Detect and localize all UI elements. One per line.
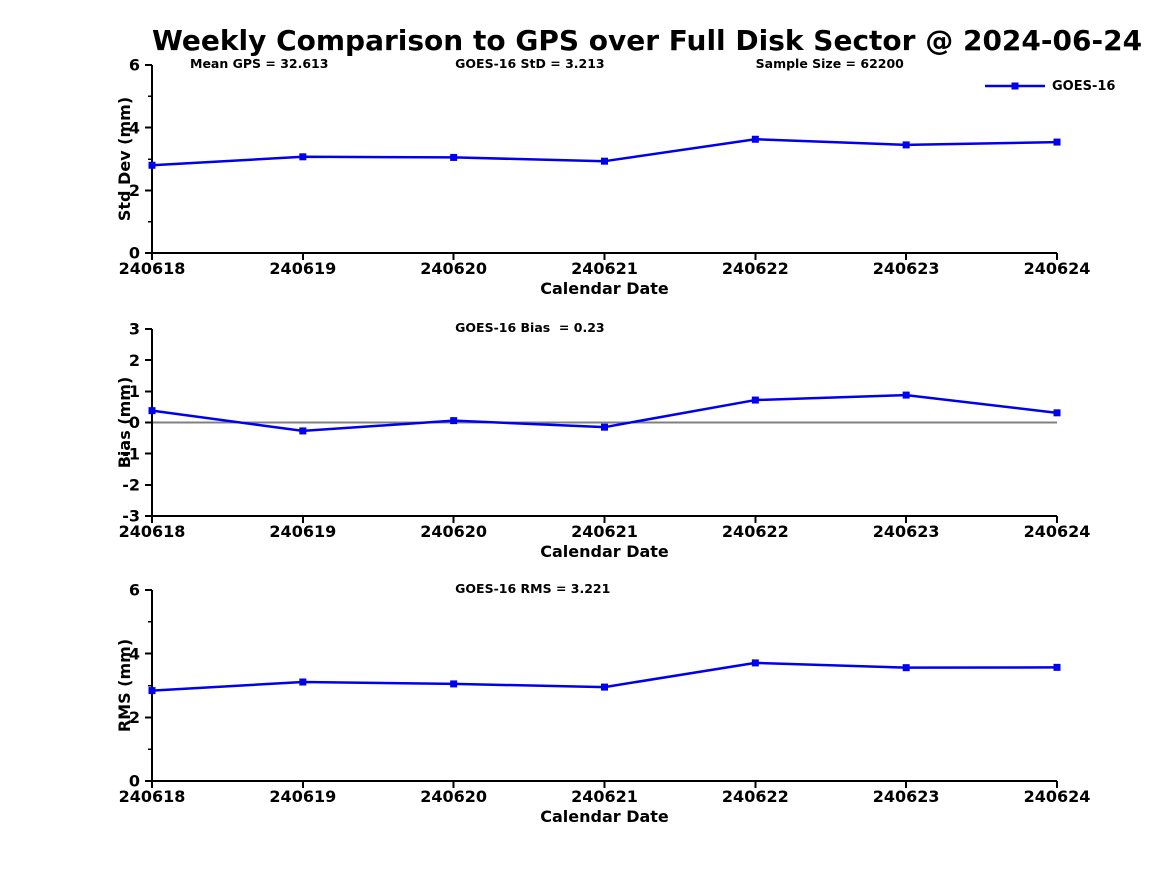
x-tick-label: 240618 bbox=[119, 259, 186, 278]
x-tick-label: 240620 bbox=[420, 522, 487, 541]
y-tick-label: -3 bbox=[122, 507, 140, 526]
data-point-marker bbox=[148, 687, 156, 695]
y-tick-label: 4 bbox=[129, 644, 140, 663]
chart-title: Weekly Comparison to GPS over Full Disk … bbox=[152, 24, 1143, 57]
y-tick-label: -1 bbox=[122, 444, 140, 463]
x-tick-label: 240623 bbox=[873, 259, 940, 278]
legend-line-marker-icon bbox=[985, 82, 1045, 90]
y-axis-label: Bias (mm) bbox=[115, 377, 134, 469]
x-tick-label: 240620 bbox=[420, 787, 487, 806]
x-tick-label: 240623 bbox=[873, 522, 940, 541]
data-point-marker bbox=[751, 135, 759, 143]
x-axis-label: Calendar Date bbox=[540, 542, 669, 561]
data-point-marker bbox=[601, 683, 608, 691]
data-point-marker bbox=[1053, 663, 1061, 671]
x-tick-label: 240619 bbox=[269, 787, 336, 806]
x-axis-label: Calendar Date bbox=[540, 807, 669, 826]
x-tick-label: 240624 bbox=[1024, 787, 1091, 806]
data-point-marker bbox=[601, 423, 608, 431]
data-point-marker bbox=[450, 417, 458, 425]
data-point-marker bbox=[148, 161, 156, 169]
data-point-marker bbox=[450, 680, 458, 688]
x-tick-label: 240623 bbox=[873, 787, 940, 806]
data-point-marker bbox=[450, 153, 458, 161]
y-axis-label: Std Dev (mm) bbox=[115, 97, 134, 221]
data-point-marker bbox=[1053, 138, 1061, 146]
legend-label: GOES-16 bbox=[1052, 78, 1116, 94]
annotation: GOES-16 Bias = 0.23 bbox=[455, 320, 604, 335]
data-point-marker bbox=[902, 141, 910, 149]
y-tick-label: 4 bbox=[129, 118, 140, 137]
x-tick-label: 240621 bbox=[571, 787, 638, 806]
y-tick-label: 6 bbox=[129, 581, 140, 600]
x-tick-label: 240619 bbox=[269, 522, 336, 541]
x-tick-label: 240618 bbox=[119, 522, 186, 541]
x-tick-label: 240619 bbox=[269, 259, 336, 278]
x-tick-label: 240618 bbox=[119, 787, 186, 806]
y-tick-label: 2 bbox=[129, 708, 140, 727]
x-axis-label: Calendar Date bbox=[540, 279, 669, 298]
data-point-marker bbox=[751, 396, 759, 404]
x-tick-label: 240622 bbox=[722, 259, 789, 278]
y-tick-label: 2 bbox=[129, 351, 140, 370]
y-tick-label: 0 bbox=[129, 772, 140, 791]
data-point-marker bbox=[299, 153, 307, 161]
data-point-marker bbox=[148, 407, 156, 415]
x-tick-label: 240622 bbox=[722, 522, 789, 541]
annotation: GOES-16 StD = 3.213 bbox=[455, 56, 604, 71]
data-point-marker bbox=[299, 678, 307, 686]
x-tick-label: 240622 bbox=[722, 787, 789, 806]
y-tick-label: 0 bbox=[129, 413, 140, 432]
y-tick-label: 2 bbox=[129, 181, 140, 200]
x-tick-label: 240621 bbox=[571, 522, 638, 541]
y-tick-label: 6 bbox=[129, 56, 140, 75]
data-point-marker bbox=[1053, 409, 1061, 417]
data-point-marker bbox=[299, 427, 307, 435]
data-point-marker bbox=[751, 659, 759, 667]
annotation: GOES-16 RMS = 3.221 bbox=[455, 581, 610, 596]
data-point-marker bbox=[902, 664, 910, 672]
y-tick-label: 3 bbox=[129, 320, 140, 339]
x-tick-label: 240621 bbox=[571, 259, 638, 278]
annotation: Sample Size = 62200 bbox=[756, 56, 905, 71]
annotation: Mean GPS = 32.613 bbox=[190, 56, 328, 71]
data-point-marker bbox=[601, 157, 608, 165]
y-tick-label: 1 bbox=[129, 382, 140, 401]
x-tick-label: 240624 bbox=[1024, 522, 1091, 541]
y-tick-label: -2 bbox=[122, 475, 140, 494]
x-tick-label: 240620 bbox=[420, 259, 487, 278]
legend: GOES-16 bbox=[985, 79, 1115, 93]
data-point-marker bbox=[902, 391, 910, 399]
y-axis-label: RMS (mm) bbox=[115, 639, 134, 732]
y-tick-label: 0 bbox=[129, 244, 140, 263]
x-tick-label: 240624 bbox=[1024, 259, 1091, 278]
